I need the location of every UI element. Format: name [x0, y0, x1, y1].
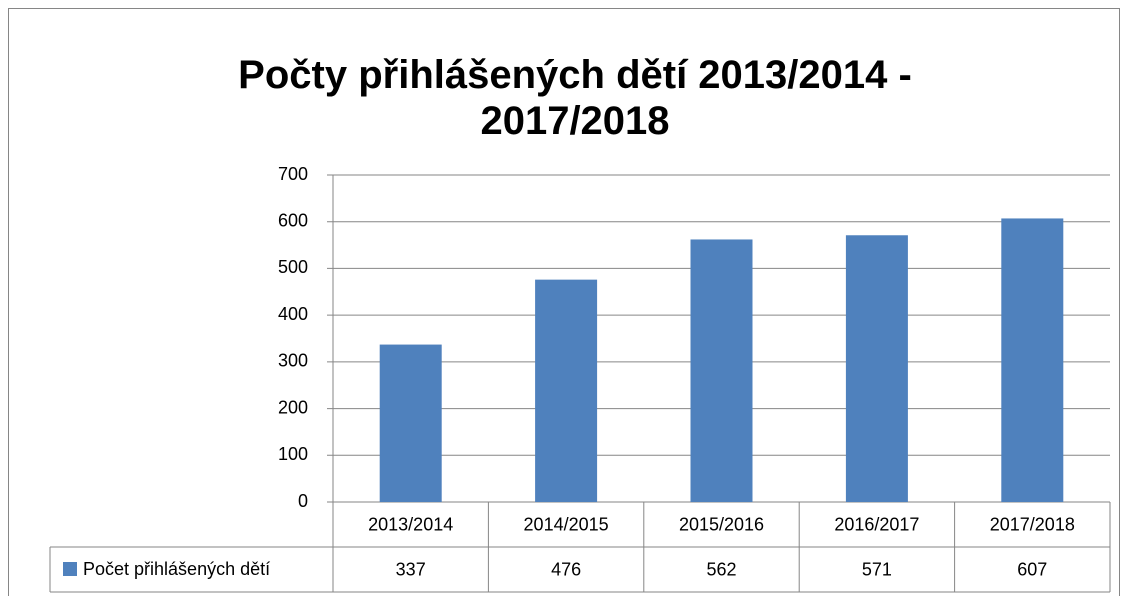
legend-label: Počet přihlášených dětí [83, 559, 270, 579]
table-value: 571 [862, 559, 892, 579]
y-tick-label: 700 [278, 164, 308, 184]
y-tick-label: 400 [278, 304, 308, 324]
chart-border [8, 8, 1120, 596]
y-tick-label: 200 [278, 397, 308, 417]
bar [535, 279, 598, 502]
x-tick-label: 2014/2015 [524, 514, 609, 534]
y-tick-label: 600 [278, 210, 308, 230]
x-tick-label: 2015/2016 [679, 514, 764, 534]
chart-title: Počty přihlášených dětí 2013/2014 - 2017… [238, 53, 912, 143]
bar [690, 239, 753, 503]
bar [1001, 218, 1064, 503]
y-tick-label: 100 [278, 444, 308, 464]
y-tick-label: 300 [278, 351, 308, 371]
bar [379, 344, 442, 502]
y-tick-label: 0 [298, 491, 308, 511]
x-tick-label: 2013/2014 [368, 514, 453, 534]
table-value: 607 [1017, 559, 1047, 579]
y-tick-label: 500 [278, 257, 308, 277]
table-value: 337 [396, 559, 426, 579]
x-tick-label: 2016/2017 [834, 514, 919, 534]
table-value: 476 [551, 559, 581, 579]
table-value: 562 [706, 559, 736, 579]
legend-key [63, 562, 77, 576]
bar [845, 235, 908, 503]
x-tick-label: 2017/2018 [990, 514, 1075, 534]
